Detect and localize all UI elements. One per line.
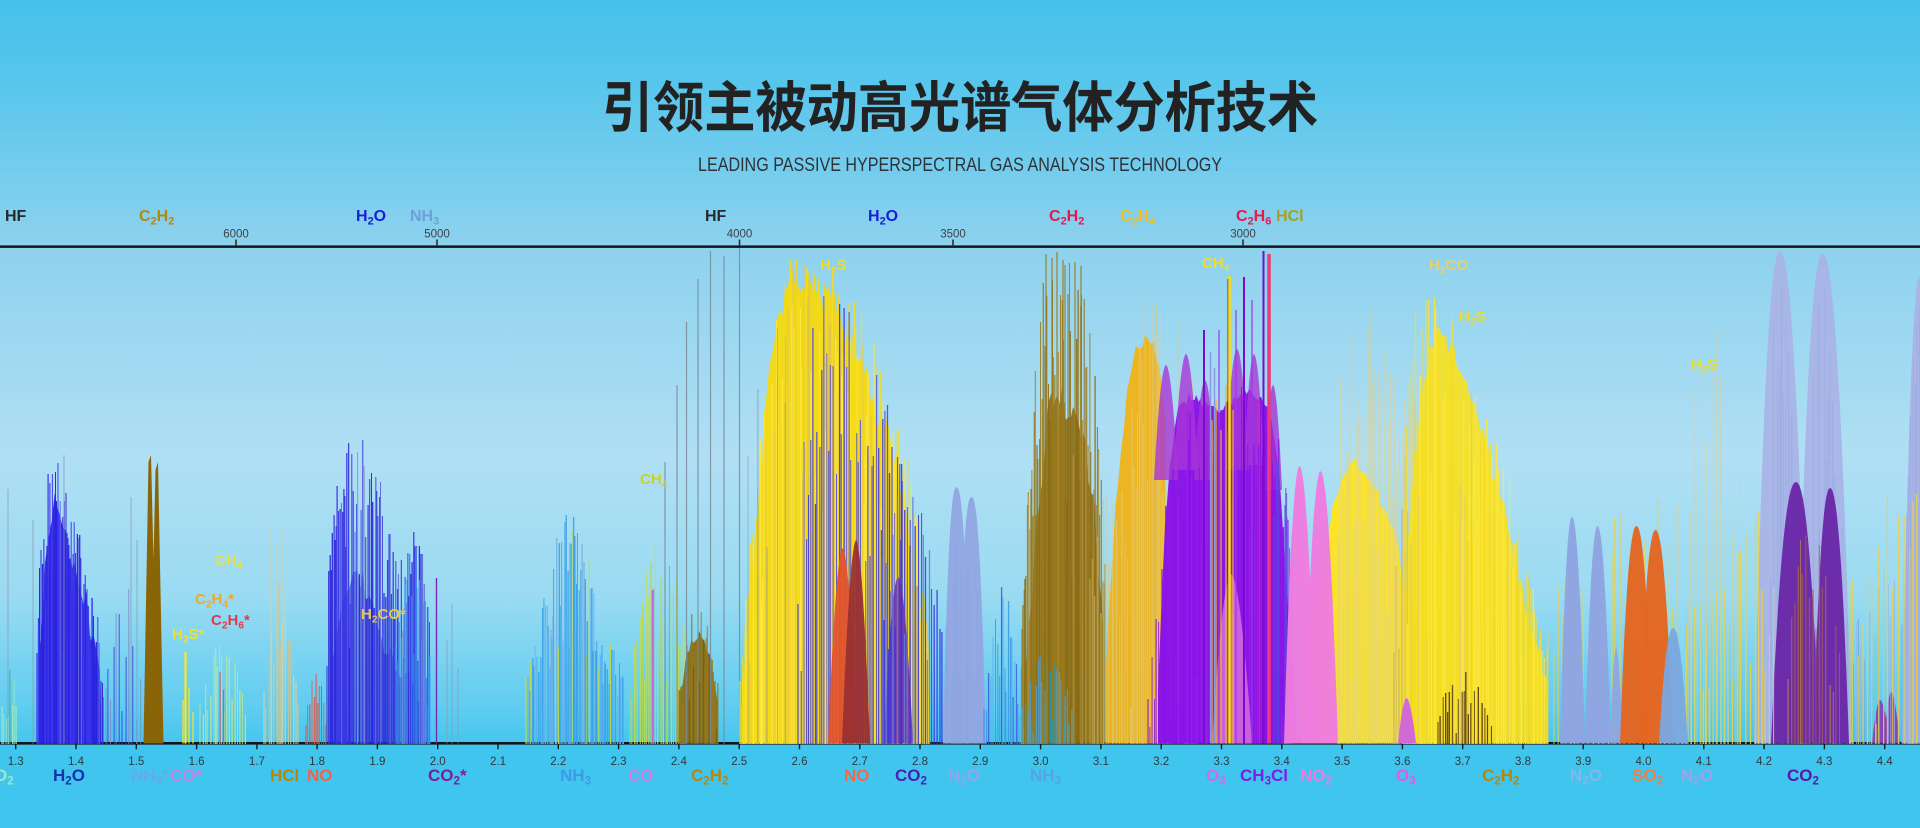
svg-text:1.9: 1.9 <box>369 756 385 768</box>
svg-text:N2O: N2O <box>948 766 980 788</box>
svg-text:CH4: CH4 <box>1202 255 1230 275</box>
svg-text:C2H2: C2H2 <box>1049 208 1084 228</box>
svg-text:NH3: NH3 <box>1030 766 1062 788</box>
svg-text:2.1: 2.1 <box>490 756 506 768</box>
svg-text:2.4: 2.4 <box>671 756 688 768</box>
svg-text:HCl: HCl <box>1276 208 1304 225</box>
svg-text:1.6: 1.6 <box>189 756 205 768</box>
svg-text:H2S: H2S <box>820 257 847 277</box>
svg-text:3.5: 3.5 <box>1334 756 1350 768</box>
svg-text:5000: 5000 <box>424 229 450 241</box>
svg-text:H2S: H2S <box>1691 356 1718 376</box>
svg-text:N2O: N2O <box>1570 766 1602 788</box>
svg-text:H2CO*: H2CO* <box>361 606 406 626</box>
svg-text:C2H4: C2H4 <box>1120 208 1155 228</box>
svg-text:2.8: 2.8 <box>912 756 928 768</box>
svg-text:2.2: 2.2 <box>550 756 566 768</box>
svg-text:CH4: CH4 <box>640 471 668 491</box>
svg-text:3.9: 3.9 <box>1575 756 1591 768</box>
svg-text:O2: O2 <box>0 766 14 788</box>
svg-text:2.6: 2.6 <box>792 756 808 768</box>
svg-text:3.0: 3.0 <box>1033 756 1049 768</box>
svg-text:3.7: 3.7 <box>1455 756 1471 768</box>
svg-text:1.5: 1.5 <box>128 756 144 768</box>
svg-text:CO*: CO* <box>170 766 203 785</box>
svg-text:4.0: 4.0 <box>1636 756 1652 768</box>
svg-text:CH4: CH4 <box>215 552 243 572</box>
svg-text:C2H2: C2H2 <box>1482 766 1519 788</box>
svg-text:4.4: 4.4 <box>1877 756 1894 768</box>
svg-text:C2H2: C2H2 <box>691 766 728 788</box>
svg-text:C2H4*: C2H4* <box>195 591 234 611</box>
svg-text:O3: O3 <box>1206 766 1226 788</box>
svg-text:3.4: 3.4 <box>1274 756 1291 768</box>
svg-text:2.3: 2.3 <box>611 756 627 768</box>
svg-text:3.1: 3.1 <box>1093 756 1109 768</box>
svg-text:H2O: H2O <box>868 208 898 228</box>
svg-text:NH3: NH3 <box>560 766 592 788</box>
svg-text:NO2: NO2 <box>1300 766 1332 788</box>
svg-text:1.7: 1.7 <box>249 756 265 768</box>
svg-text:1.8: 1.8 <box>309 756 325 768</box>
svg-text:2.5: 2.5 <box>731 756 747 768</box>
svg-text:2.7: 2.7 <box>852 756 868 768</box>
svg-text:H2O: H2O <box>53 766 85 788</box>
svg-text:3.3: 3.3 <box>1214 756 1230 768</box>
svg-text:C2H2: C2H2 <box>139 208 174 228</box>
svg-text:2.0: 2.0 <box>430 756 446 768</box>
svg-text:NO: NO <box>844 766 870 785</box>
svg-text:6000: 6000 <box>223 229 249 241</box>
svg-text:NH3: NH3 <box>410 208 439 228</box>
svg-text:3500: 3500 <box>940 229 966 241</box>
svg-text:3.8: 3.8 <box>1515 756 1531 768</box>
svg-text:4.2: 4.2 <box>1756 756 1772 768</box>
svg-text:NO: NO <box>307 766 333 785</box>
svg-text:4000: 4000 <box>727 229 753 241</box>
svg-text:NH3*: NH3* <box>131 766 169 788</box>
svg-text:C2H6*: C2H6* <box>211 612 250 632</box>
svg-text:C2H6: C2H6 <box>1236 208 1271 228</box>
svg-text:H2S*: H2S* <box>172 626 205 646</box>
svg-text:H2S: H2S <box>1459 308 1486 328</box>
svg-text:3000: 3000 <box>1230 229 1256 241</box>
svg-text:CO2: CO2 <box>895 766 927 788</box>
svg-text:4.3: 4.3 <box>1816 756 1832 768</box>
svg-text:SO2: SO2 <box>1632 766 1663 788</box>
svg-text:CO: CO <box>628 766 654 785</box>
svg-text:3.6: 3.6 <box>1394 756 1410 768</box>
svg-text:HF: HF <box>705 208 727 225</box>
svg-text:3.2: 3.2 <box>1153 756 1169 768</box>
svg-text:CH3Cl: CH3Cl <box>1240 766 1288 788</box>
svg-text:HF: HF <box>5 208 27 225</box>
svg-text:2.9: 2.9 <box>972 756 988 768</box>
svg-text:HCl: HCl <box>270 766 299 785</box>
svg-text:4.1: 4.1 <box>1696 756 1712 768</box>
svg-text:H2CO: H2CO <box>1429 257 1468 277</box>
svg-text:O3: O3 <box>1396 766 1416 788</box>
svg-text:N2O: N2O <box>1681 766 1713 788</box>
svg-text:1.3: 1.3 <box>8 756 24 768</box>
svg-text:H2O: H2O <box>356 208 386 228</box>
svg-text:LEADING PASSIVE HYPERSPECTRAL: LEADING PASSIVE HYPERSPECTRAL GAS ANALYS… <box>698 154 1222 176</box>
svg-text:CO2: CO2 <box>1787 766 1819 788</box>
svg-text:1.4: 1.4 <box>68 756 85 768</box>
svg-text:CO2*: CO2* <box>428 766 467 788</box>
